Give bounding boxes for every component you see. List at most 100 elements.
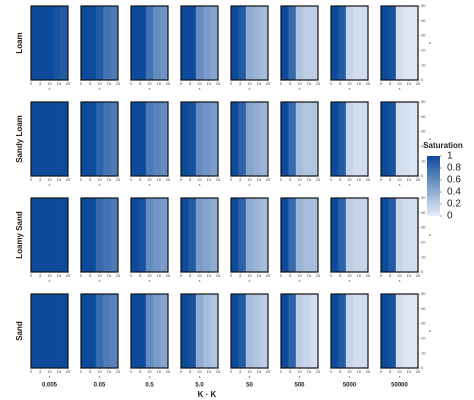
y-tick-label: 0 bbox=[421, 365, 424, 370]
y-tick-label: 20 bbox=[421, 335, 426, 340]
heatmap-cell bbox=[81, 6, 89, 80]
heatmap-cell bbox=[188, 198, 197, 272]
x-tick-label: 20 bbox=[216, 81, 221, 86]
x-tick-label: 0 bbox=[130, 369, 133, 374]
heatmap-cell bbox=[103, 6, 111, 80]
x-tick-label: 20 bbox=[266, 273, 271, 278]
row-label: Loam bbox=[15, 32, 24, 53]
heatmap-cell bbox=[110, 294, 119, 368]
heatmap-cell bbox=[281, 294, 289, 368]
x-axis-label: x bbox=[249, 374, 251, 379]
heatmap-cell bbox=[410, 294, 419, 368]
x-axis-label: x bbox=[399, 278, 401, 283]
x-axis-label: x bbox=[349, 374, 351, 379]
heatmap-cell bbox=[53, 198, 61, 272]
x-tick-label: 15 bbox=[257, 81, 262, 86]
x-tick-label: 5 bbox=[139, 369, 142, 374]
heatmap-cell bbox=[95, 294, 104, 368]
x-tick-label: 20 bbox=[316, 177, 321, 182]
x-axis-label: x bbox=[199, 278, 201, 283]
x-tick-label: 5 bbox=[239, 81, 242, 86]
heatmap-cell bbox=[310, 294, 319, 368]
heatmap-cell bbox=[388, 198, 397, 272]
x-tick-label: 0 bbox=[230, 81, 233, 86]
x-axis-label: x bbox=[249, 278, 251, 283]
x-tick-label: 5 bbox=[189, 81, 192, 86]
x-tick-label: 5 bbox=[339, 177, 342, 182]
x-tick-label: 0 bbox=[30, 369, 33, 374]
x-axis-label: x bbox=[299, 182, 301, 187]
heatmap-cell bbox=[338, 102, 347, 176]
x-tick-label: 10 bbox=[147, 177, 152, 182]
heatmap-cell bbox=[245, 102, 254, 176]
heatmap-cell bbox=[345, 102, 354, 176]
x-tick-label: 15 bbox=[407, 369, 412, 374]
heatmap-cell bbox=[260, 294, 269, 368]
x-tick-label: 15 bbox=[207, 369, 212, 374]
x-tick-label: 20 bbox=[316, 369, 321, 374]
heatmap-cell bbox=[103, 198, 111, 272]
heatmap-cell bbox=[38, 102, 47, 176]
x-tick-label: 10 bbox=[197, 369, 202, 374]
x-tick-label: 5 bbox=[389, 369, 392, 374]
x-tick-label: 0 bbox=[330, 369, 333, 374]
heatmap-cell bbox=[53, 102, 61, 176]
x-tick-label: 0 bbox=[330, 81, 333, 86]
x-axis-label: x bbox=[349, 86, 351, 91]
x-tick-label: 20 bbox=[116, 273, 121, 278]
x-axis-label: x bbox=[99, 278, 101, 283]
heatmap-cell bbox=[288, 102, 297, 176]
heatmap-cell bbox=[38, 6, 47, 80]
x-tick-label: 10 bbox=[347, 273, 352, 278]
x-tick-label: 5 bbox=[89, 177, 92, 182]
x-tick-label: 0 bbox=[80, 369, 83, 374]
x-tick-label: 15 bbox=[207, 177, 212, 182]
x-tick-label: 5 bbox=[339, 81, 342, 86]
heatmap-cell bbox=[238, 294, 247, 368]
heatmap-cell bbox=[281, 102, 289, 176]
heatmap-cell bbox=[353, 198, 361, 272]
y-tick-label: 20 bbox=[421, 239, 426, 244]
colorbar-tick-label: 0.8 bbox=[447, 163, 461, 174]
colorbar-tick-label: 0 bbox=[447, 211, 453, 222]
x-tick-label: 20 bbox=[116, 81, 121, 86]
x-tick-label: 20 bbox=[66, 177, 71, 182]
heatmap-cell bbox=[110, 198, 119, 272]
y-tick-label: 30 bbox=[421, 33, 426, 38]
heatmap-cell bbox=[238, 102, 247, 176]
x-tick-label: 20 bbox=[266, 177, 271, 182]
x-axis-label: x bbox=[99, 182, 101, 187]
x-tick-label: 10 bbox=[47, 273, 52, 278]
heatmap-cell bbox=[253, 294, 261, 368]
heatmap-cell bbox=[81, 198, 89, 272]
x-tick-label: 5 bbox=[289, 369, 292, 374]
heatmap-cell bbox=[210, 294, 219, 368]
x-tick-label: 10 bbox=[97, 81, 102, 86]
x-tick-label: 5 bbox=[239, 273, 242, 278]
colorbar bbox=[427, 156, 440, 216]
heatmap-cell bbox=[181, 294, 189, 368]
x-tick-label: 20 bbox=[266, 369, 271, 374]
heatmap-cell bbox=[31, 102, 39, 176]
heatmap-cell bbox=[145, 102, 154, 176]
x-tick-label: 10 bbox=[347, 369, 352, 374]
heatmap-cell bbox=[403, 198, 411, 272]
x-tick-label: 5 bbox=[239, 369, 242, 374]
x-tick-label: 5 bbox=[289, 81, 292, 86]
column-label: 5.0 bbox=[195, 383, 204, 389]
heatmap-cell bbox=[295, 6, 304, 80]
x-tick-label: 20 bbox=[66, 273, 71, 278]
x-tick-label: 5 bbox=[139, 81, 142, 86]
x-tick-label: 10 bbox=[97, 273, 102, 278]
heatmap-cell bbox=[203, 294, 211, 368]
heatmap-cell bbox=[45, 102, 54, 176]
heatmap-cell bbox=[345, 6, 354, 80]
heatmap-cell bbox=[260, 6, 269, 80]
row-label: Sand bbox=[15, 321, 24, 341]
heatmap-cell bbox=[231, 6, 239, 80]
y-tick-label: 40 bbox=[421, 306, 426, 311]
heatmap-cell bbox=[310, 6, 319, 80]
x-tick-label: 5 bbox=[339, 273, 342, 278]
x-axis-label: x bbox=[149, 182, 151, 187]
heatmap-cell bbox=[81, 102, 89, 176]
